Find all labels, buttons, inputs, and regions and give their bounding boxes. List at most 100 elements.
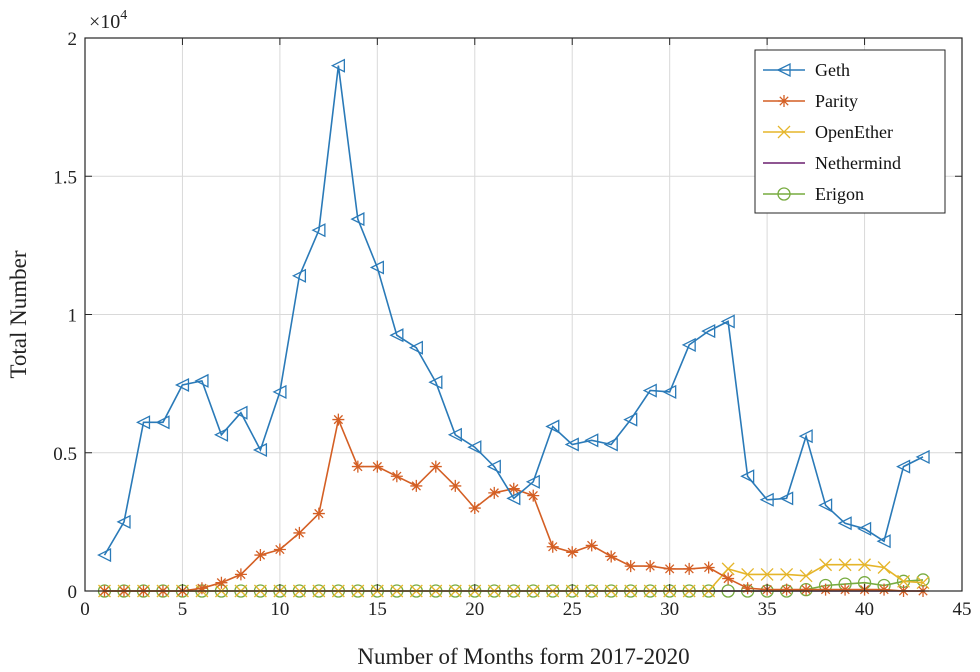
legend-marker <box>777 125 791 139</box>
y-tick-label: 0 <box>68 582 78 603</box>
x-axis-title: Number of Months form 2017-2020 <box>357 644 689 669</box>
data-point <box>819 558 833 572</box>
legend-label: OpenEther <box>815 122 893 142</box>
data-point <box>662 384 677 399</box>
data-point <box>332 413 345 426</box>
data-point <box>566 546 579 559</box>
data-point <box>605 550 618 563</box>
data-point <box>428 375 443 390</box>
x-tick-label: 40 <box>855 599 874 620</box>
x-tick-label: 30 <box>660 599 679 620</box>
y-tick-label: 0.5 <box>53 444 77 465</box>
data-point <box>371 460 384 473</box>
data-point <box>741 567 755 581</box>
data-point <box>720 314 735 329</box>
data-point <box>507 482 520 495</box>
data-point <box>234 568 247 581</box>
data-point <box>488 486 501 499</box>
legend: Geth Parity OpenEther Nethermind Erigon <box>754 49 946 214</box>
y-tick-label: 2 <box>68 29 78 50</box>
data-point <box>155 415 170 430</box>
data-point <box>97 548 112 563</box>
data-point <box>722 572 735 585</box>
data-point <box>527 489 540 502</box>
data-point <box>740 469 755 484</box>
y-tick-label: 1.5 <box>53 167 77 188</box>
data-point <box>486 459 501 474</box>
data-point <box>896 459 911 474</box>
data-point <box>603 437 618 452</box>
data-point <box>213 427 229 442</box>
data-point <box>642 383 657 398</box>
x-tick-label: 10 <box>270 599 289 620</box>
legend-label: Geth <box>815 60 850 80</box>
data-point <box>878 583 891 596</box>
data-point <box>525 474 540 489</box>
data-point <box>506 491 521 506</box>
data-point <box>351 460 364 473</box>
data-point <box>311 223 326 238</box>
data-point <box>780 567 794 581</box>
data-point <box>408 340 423 355</box>
series-geth <box>97 58 930 563</box>
legend-marker <box>776 62 791 78</box>
data-point <box>663 562 676 575</box>
data-point <box>839 583 852 596</box>
data-point <box>779 491 794 506</box>
x-tick-label: 45 <box>953 599 972 620</box>
data-point <box>837 516 852 531</box>
data-point <box>759 492 774 507</box>
data-point <box>467 440 482 455</box>
data-point <box>838 558 852 572</box>
data-point <box>389 328 404 343</box>
data-point <box>760 567 774 581</box>
data-point <box>369 260 384 275</box>
data-point <box>800 583 813 596</box>
x-tick-label: 0 <box>80 599 90 620</box>
data-point <box>429 460 442 473</box>
series-line-geth <box>103 65 924 556</box>
data-point <box>721 562 735 576</box>
data-point <box>254 549 267 562</box>
series-line-parity <box>104 416 923 592</box>
data-point <box>683 562 696 575</box>
data-point <box>272 384 287 399</box>
data-point <box>584 433 599 448</box>
data-point <box>819 583 832 596</box>
data-point <box>350 212 365 227</box>
data-point <box>330 58 346 73</box>
data-point <box>136 415 151 430</box>
data-point <box>291 268 307 283</box>
data-point <box>876 534 891 549</box>
data-point <box>644 560 657 573</box>
data-point <box>858 558 872 572</box>
data-point <box>252 442 268 458</box>
data-point <box>623 412 638 427</box>
x-tick-label: 35 <box>758 599 777 620</box>
data-point <box>564 437 579 452</box>
x-tick-label: 25 <box>563 599 582 620</box>
data-point <box>410 479 423 492</box>
data-point <box>273 543 286 556</box>
data-point <box>233 405 248 420</box>
data-point <box>741 582 754 595</box>
legend-label: Nethermind <box>815 153 901 173</box>
data-point <box>449 479 462 492</box>
y-tick-label: 1 <box>68 306 78 327</box>
x-tick-label: 20 <box>465 599 484 620</box>
y-exponent-label: ×104 <box>89 8 127 33</box>
data-point <box>799 569 813 583</box>
data-point <box>818 498 833 513</box>
data-point <box>857 521 872 536</box>
legend-label: Erigon <box>815 184 864 204</box>
y-exponent-power: 4 <box>120 8 127 23</box>
data-point <box>897 574 910 588</box>
data-point <box>390 470 403 483</box>
x-tick-label: 15 <box>368 599 387 620</box>
data-point <box>624 560 637 573</box>
legend-marker <box>777 187 791 201</box>
data-point <box>195 582 208 595</box>
data-point <box>681 337 696 352</box>
data-point <box>585 539 598 552</box>
data-point <box>447 427 462 442</box>
